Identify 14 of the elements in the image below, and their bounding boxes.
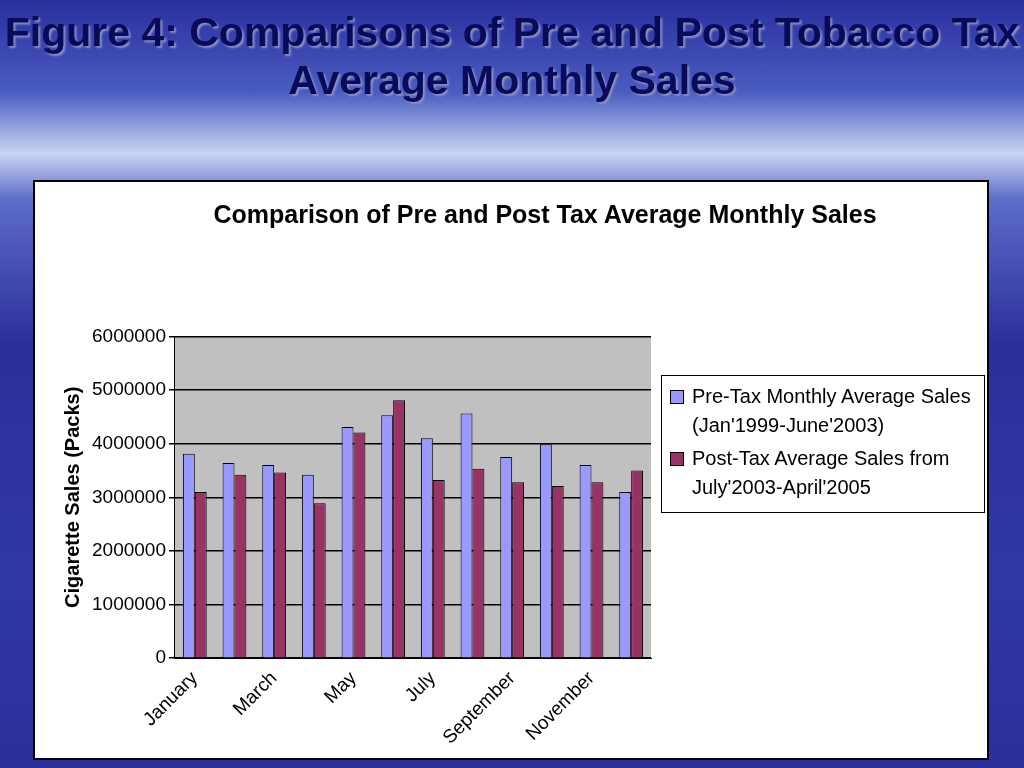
x-tick-label: July <box>400 666 440 706</box>
legend-label: Post-Tax Average Sales from July'2003-April'2005 <box>692 446 951 500</box>
y-tick-label: 0 <box>155 646 166 668</box>
y-axis-title: Cigarette Sales (Packs) <box>60 386 83 608</box>
chart-title: Figure 4: Comparisons of Pre and Post Tobacco Tax Average Monthly Sales <box>3 8 1021 104</box>
y-tick-label: 2000000 <box>92 539 166 561</box>
chart-subtitle: Comparison of Pre and Post Tax Average Monthly Sales <box>212 199 878 230</box>
x-tick-label: May <box>319 666 361 708</box>
legend-label: Pre-Tax Monthly Average Sales (Jan'1999-June'2003) <box>692 384 972 438</box>
y-tick-label: 4000000 <box>92 431 166 453</box>
y-tick-label: 3000000 <box>92 485 166 507</box>
y-tick-label: 1000000 <box>92 592 166 614</box>
y-tick-label: 6000000 <box>92 324 166 346</box>
y-tick-label: 5000000 <box>92 378 166 400</box>
